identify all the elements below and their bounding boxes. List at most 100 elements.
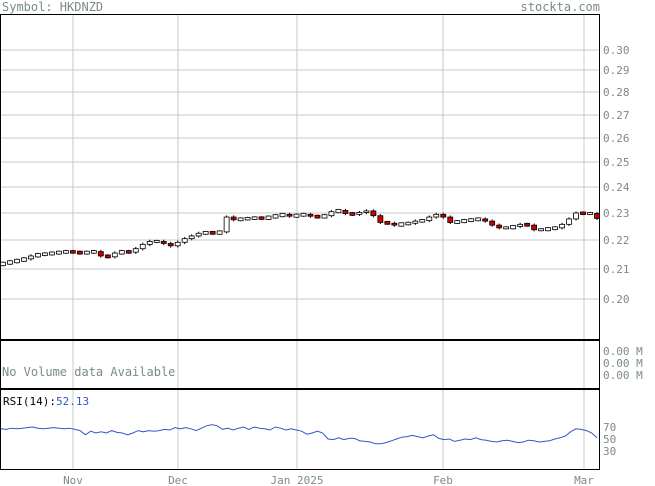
candle-down: [258, 216, 265, 220]
candle-down: [69, 250, 76, 254]
price-tick-label: 0.28: [603, 86, 630, 99]
candle-down: [524, 222, 531, 227]
rsi-line: [0, 424, 598, 445]
candle-down: [104, 254, 111, 259]
price-tick-label: 0.30: [603, 44, 630, 57]
candle-up: [552, 226, 558, 231]
price-tick-label: 0.25: [603, 156, 630, 169]
candle-up: [587, 212, 593, 215]
candle-down: [160, 241, 167, 244]
candle-up: [510, 225, 517, 230]
rsi-panel: [0, 389, 600, 470]
candle-up: [475, 217, 482, 222]
candle-down: [489, 220, 496, 226]
candle-down: [447, 216, 454, 223]
candle-up: [62, 250, 69, 254]
grid-layer: [1, 15, 599, 469]
candle-up: [279, 212, 286, 218]
price-panel: [0, 14, 600, 340]
candle-up: [153, 240, 160, 243]
label-layer: 0.30 0.29 0.28 0.27 0.26 0.25 0.24 0.23 0.22 0.21…: [63, 44, 643, 486]
price-tick-label: 0.22: [603, 234, 630, 247]
price-tick-label: 0.24: [603, 181, 630, 194]
price-tick-label: 0.27: [603, 109, 630, 122]
candle-up: [265, 215, 272, 220]
candle-up: [244, 216, 251, 221]
candle-up: [56, 250, 62, 255]
candle-down: [314, 214, 321, 219]
candle-up: [300, 212, 307, 217]
candle-up: [42, 252, 48, 256]
candle-up: [90, 250, 97, 254]
candle-up: [321, 214, 328, 219]
candle-up: [559, 223, 565, 229]
site-label[interactable]: stockta.com: [520, 0, 600, 14]
rsi-title: RSI(14):52.13: [3, 395, 89, 408]
candle-up: [216, 230, 223, 235]
candle-up: [468, 218, 475, 222]
candle-up: [419, 219, 426, 223]
rsi-tick-label: 50: [603, 433, 616, 446]
candle-up: [139, 243, 146, 250]
candle-down: [377, 215, 384, 223]
volume-message: No Volume data Available: [2, 365, 175, 379]
candle-up: [14, 258, 20, 264]
candle-up: [28, 255, 34, 260]
candle-up: [426, 216, 433, 221]
candle-up: [272, 214, 279, 219]
candle-down: [209, 231, 216, 235]
candle-up: [328, 211, 335, 217]
candle-down: [482, 218, 489, 222]
candle-up: [517, 223, 524, 227]
month-label: Feb: [433, 474, 453, 486]
month-label: Dec: [168, 474, 188, 486]
volume-tick-label: 0.00 M: [603, 345, 643, 358]
candle-layer: [0, 208, 600, 267]
candle-up: [433, 213, 440, 218]
candle-up: [503, 226, 510, 230]
candle-up: [545, 227, 551, 232]
candle-up: [132, 248, 139, 253]
candle-down: [125, 250, 132, 254]
candle-up: [195, 232, 202, 237]
candle-up: [202, 231, 209, 235]
candle-up: [35, 253, 41, 258]
candle-up: [7, 260, 13, 265]
candle-up: [83, 250, 90, 255]
candle-down: [342, 209, 349, 214]
candle-up: [454, 220, 461, 224]
rsi-tick-label: 70: [603, 421, 616, 434]
candle-up: [174, 241, 181, 247]
candle-down: [580, 211, 586, 215]
candle-down: [230, 216, 237, 221]
candle-up: [251, 216, 258, 220]
candle-down: [167, 243, 174, 247]
candle-down: [594, 213, 600, 219]
candle-down: [286, 213, 293, 217]
symbol-label: Symbol: HKDNZD: [2, 0, 104, 14]
candle-down: [76, 250, 83, 255]
price-tick-label: 0.20: [603, 293, 630, 306]
candle-up: [398, 222, 405, 227]
price-tick-label: 0.29: [603, 64, 630, 77]
candle-up: [49, 251, 55, 256]
month-label: Nov: [63, 474, 83, 486]
rsi-value: 52.13: [56, 395, 89, 408]
candle-up: [181, 238, 188, 243]
candle-down: [496, 224, 503, 229]
candle-down: [440, 213, 447, 218]
candle-up: [188, 235, 195, 240]
candle-up: [237, 217, 244, 222]
candle-down: [349, 212, 356, 216]
candle-down: [97, 251, 104, 257]
candle-up: [538, 228, 544, 232]
candle-up: [21, 257, 27, 262]
rsi-tick-label: 30: [603, 445, 616, 458]
price-tick-label: 0.23: [603, 207, 630, 220]
volume-panel: [0, 340, 600, 389]
volume-tick-label: 0.00 M: [603, 369, 643, 382]
candle-down: [384, 221, 391, 225]
candle-down: [531, 224, 538, 231]
candle-down: [391, 222, 398, 226]
